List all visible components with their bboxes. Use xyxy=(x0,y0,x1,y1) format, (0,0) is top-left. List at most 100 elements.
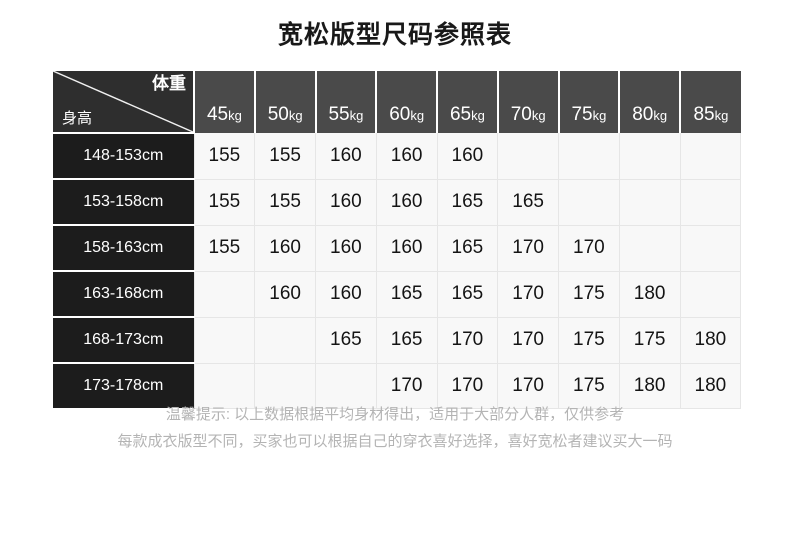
weight-value: 70 xyxy=(510,104,532,125)
size-chart-container: 体重 身高 45kg 50kg 55kg 60kg 65kg 70kg 75kg… xyxy=(53,71,742,409)
weight-value: 85 xyxy=(693,104,715,125)
table-cell: 170 xyxy=(437,363,499,409)
table-cell xyxy=(193,317,256,364)
page-title: 宽松版型尺码参照表 xyxy=(277,21,512,49)
note-line-2: 每款成衣版型不同，买家也可以根据自己的穿衣喜好选择，喜好宽松者建议买大一码 xyxy=(117,433,673,450)
table-cell: 170 xyxy=(437,317,499,364)
column-header-55kg: 55kg xyxy=(314,71,377,133)
table-cell: 165 xyxy=(497,179,559,226)
table-cell: 165 xyxy=(376,317,438,364)
table-cell xyxy=(619,225,681,272)
table-row: 173-178cm 170 170 170 175 180 180 xyxy=(53,362,742,409)
table-cell: 175 xyxy=(558,363,620,409)
weight-unit: kg xyxy=(228,108,242,123)
table-cell: 180 xyxy=(619,363,681,409)
table-cell: 165 xyxy=(437,271,499,318)
weight-value: 75 xyxy=(571,104,593,125)
weight-value: 60 xyxy=(389,104,411,125)
weight-unit: kg xyxy=(592,108,607,123)
table-cell: 155 xyxy=(193,133,256,180)
table-cell xyxy=(254,317,316,364)
weight-unit: kg xyxy=(653,108,668,123)
table-cell: 170 xyxy=(558,225,620,272)
table-cell: 155 xyxy=(193,179,256,226)
table-cell: 180 xyxy=(619,271,681,318)
table-cell: 165 xyxy=(437,225,499,272)
table-cell: 160 xyxy=(437,133,499,180)
row-header-height: 153-158cm xyxy=(53,178,194,225)
table-cell: 180 xyxy=(680,317,742,364)
table-cell xyxy=(680,179,742,226)
table-cell: 175 xyxy=(619,317,681,364)
table-cell xyxy=(254,363,316,409)
table-row: 148-153cm 155 155 160 160 160 xyxy=(53,132,742,180)
table-cell xyxy=(558,179,620,226)
header-row: 体重 身高 45kg 50kg 55kg 60kg 65kg 70kg 75kg… xyxy=(53,71,741,133)
table-cell: 155 xyxy=(193,225,256,272)
row-header-height: 163-168cm xyxy=(53,270,194,317)
table-cell: 160 xyxy=(254,271,316,318)
table-cell: 180 xyxy=(680,363,742,409)
table-cell: 160 xyxy=(376,179,438,226)
table-cell xyxy=(619,133,681,180)
table-cell: 165 xyxy=(315,317,377,364)
table-cell: 165 xyxy=(437,179,499,226)
table-cell: 160 xyxy=(315,133,377,180)
table-row: 163-168cm 160 160 165 165 170 175 180 xyxy=(53,270,742,318)
table-body: 148-153cm 155 155 160 160 160 153-158cm … xyxy=(53,132,742,409)
weight-value: 80 xyxy=(632,104,654,125)
table-cell: 155 xyxy=(254,133,316,180)
column-header-75kg: 75kg xyxy=(557,71,620,133)
size-chart-table: 体重 身高 45kg 50kg 55kg 60kg 65kg 70kg 75kg… xyxy=(53,71,742,409)
footer-notes: 温馨提示: 以上数据根据平均身材得出，适用于大部分人群，仅供参考 每款成衣版型不… xyxy=(0,401,790,455)
table-cell: 175 xyxy=(558,271,620,318)
table-cell: 165 xyxy=(376,271,438,318)
column-header-85kg: 85kg xyxy=(679,71,741,133)
corner-header-cell: 体重 身高 xyxy=(53,71,194,133)
table-cell: 175 xyxy=(558,317,620,364)
weight-value: 50 xyxy=(267,104,289,125)
table-cell: 160 xyxy=(315,179,377,226)
table-row: 158-163cm 155 160 160 160 165 170 170 xyxy=(53,224,742,272)
table-cell xyxy=(193,363,256,409)
weight-unit: kg xyxy=(714,108,729,123)
table-cell xyxy=(558,133,620,180)
corner-weight-label: 体重 xyxy=(152,74,186,93)
table-cell xyxy=(193,271,256,318)
table-cell: 170 xyxy=(376,363,438,409)
table-cell: 160 xyxy=(376,133,438,180)
table-cell: 170 xyxy=(497,225,559,272)
table-cell: 170 xyxy=(497,317,559,364)
corner-height-label: 身高 xyxy=(62,110,93,127)
table-cell xyxy=(680,133,742,180)
weight-value: 45 xyxy=(206,104,229,125)
row-header-height: 158-163cm xyxy=(53,224,194,271)
table-cell: 155 xyxy=(254,179,316,226)
weight-unit: kg xyxy=(410,108,425,123)
table-cell: 170 xyxy=(497,363,559,409)
column-header-80kg: 80kg xyxy=(618,71,680,133)
weight-unit: kg xyxy=(288,108,303,123)
note-line-1: 温馨提示: 以上数据根据平均身材得出，适用于大部分人群，仅供参考 xyxy=(165,406,625,423)
table-header: 体重 身高 45kg 50kg 55kg 60kg 65kg 70kg 75kg… xyxy=(53,71,741,133)
column-header-65kg: 65kg xyxy=(436,71,498,133)
table-cell: 160 xyxy=(315,271,377,318)
table-cell xyxy=(680,225,742,272)
table-cell xyxy=(497,133,559,180)
table-cell: 160 xyxy=(254,225,316,272)
column-header-60kg: 60kg xyxy=(375,71,437,133)
table-row: 168-173cm 165 165 170 170 175 175 180 xyxy=(53,316,742,364)
table-cell xyxy=(315,363,377,409)
table-cell: 170 xyxy=(497,271,559,318)
table-cell: 160 xyxy=(315,225,377,272)
weight-unit: kg xyxy=(471,108,485,123)
weight-unit: kg xyxy=(531,108,546,123)
table-cell xyxy=(680,271,742,318)
table-cell: 160 xyxy=(376,225,438,272)
weight-value: 65 xyxy=(449,104,472,125)
row-header-height: 148-153cm xyxy=(53,132,194,179)
diagonal-divider-line-icon xyxy=(53,71,193,132)
column-header-70kg: 70kg xyxy=(496,71,559,133)
row-header-height: 173-178cm xyxy=(53,362,194,408)
row-header-height: 168-173cm xyxy=(53,316,194,363)
